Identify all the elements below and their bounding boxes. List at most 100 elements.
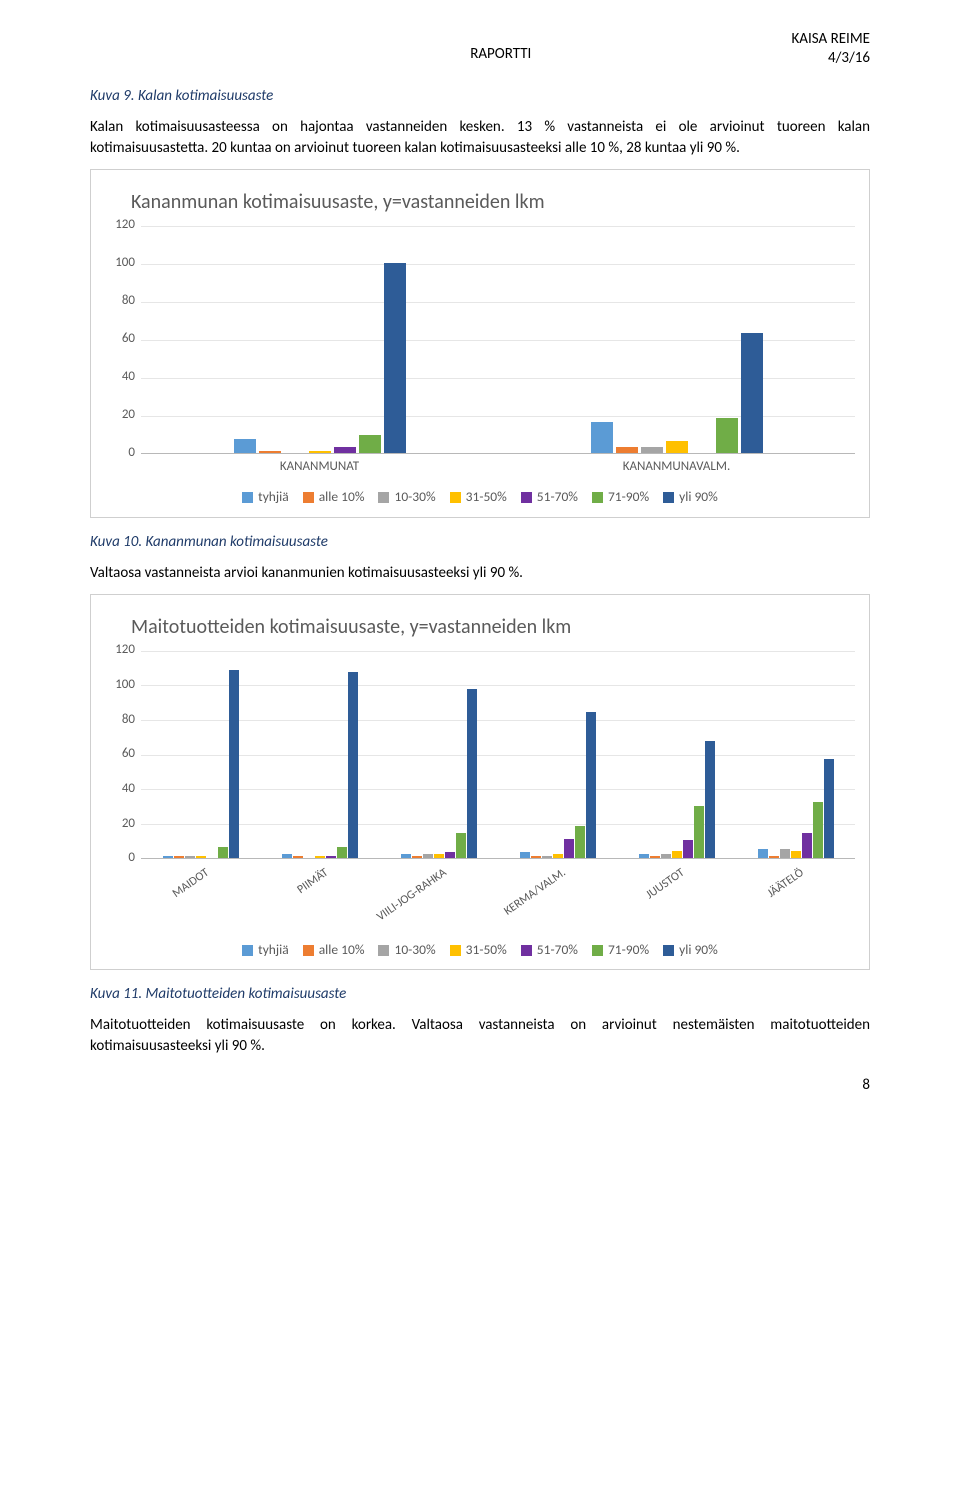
y-tick: 100 [115, 676, 135, 694]
y-tick: 0 [128, 444, 135, 462]
y-tick: 80 [122, 292, 135, 310]
chart1-plot-area [141, 226, 855, 454]
bar [259, 451, 281, 453]
page-number: 8 [90, 1075, 870, 1096]
bar [293, 856, 303, 858]
bar [591, 422, 613, 452]
bar [456, 833, 466, 857]
legend-label: alle 10% [319, 488, 365, 507]
bar [639, 854, 649, 857]
x-label: KANANMUNAT [141, 458, 498, 476]
bar [423, 854, 433, 857]
legend-item: 71-90% [592, 941, 649, 960]
legend-label: 10-30% [394, 488, 435, 507]
legend-swatch [521, 492, 532, 503]
chart2-legend: tyhjiäalle 10%10-30%31-50%51-70%71-90%yl… [105, 941, 855, 960]
legend-label: tyhjiä [258, 488, 289, 507]
bar [616, 447, 638, 453]
legend-swatch [242, 945, 253, 956]
y-tick: 100 [115, 254, 135, 272]
y-tick: 60 [122, 330, 135, 348]
y-tick: 60 [122, 745, 135, 763]
x-label: MAIDOT [141, 859, 260, 929]
bar [229, 670, 239, 857]
chart1-y-axis: 020406080100120 [105, 226, 141, 454]
bar [234, 439, 256, 452]
legend-item: 31-50% [450, 941, 507, 960]
legend-item: 51-70% [521, 488, 578, 507]
bar-group [260, 651, 379, 858]
legend-swatch [663, 492, 674, 503]
bar [683, 840, 693, 857]
bar-group [141, 651, 260, 858]
page-header: RAPORTTI KAISA REIME 4/3/16 [90, 30, 870, 68]
bar [716, 418, 738, 452]
chart1-bar-groups [141, 226, 855, 453]
y-tick: 80 [122, 711, 135, 729]
y-tick: 40 [122, 368, 135, 386]
chart-maitotuotteet: Maitotuotteiden kotimaisuusaste, y=vasta… [90, 594, 870, 971]
bar [412, 856, 422, 858]
bar [694, 806, 704, 858]
legend-swatch [378, 945, 389, 956]
bar-group [736, 651, 855, 858]
bar [802, 833, 812, 857]
y-tick: 0 [128, 849, 135, 867]
legend-label: yli 90% [679, 488, 718, 507]
legend-label: 71-90% [608, 488, 649, 507]
y-tick: 40 [122, 780, 135, 798]
bar [586, 712, 596, 858]
bar-group [498, 226, 855, 453]
chart-kananmunan: Kananmunan kotimaisuusaste, y=vastanneid… [90, 169, 870, 518]
x-label: KANANMUNAVALM. [498, 458, 855, 476]
bar [553, 854, 563, 857]
bar [780, 849, 790, 858]
legend-swatch [303, 492, 314, 503]
legend-label: 51-70% [537, 941, 578, 960]
figure-caption-9: Kuva 9. Kalan kotimaisuusaste [90, 86, 870, 107]
legend-item: alle 10% [303, 941, 365, 960]
chart2-title: Maitotuotteiden kotimaisuusaste, y=vasta… [131, 613, 855, 641]
legend-swatch [592, 492, 603, 503]
bar [337, 847, 347, 857]
legend-label: alle 10% [319, 941, 365, 960]
legend-label: 71-90% [608, 941, 649, 960]
bar [467, 689, 477, 857]
x-label: JUUSTOT [617, 859, 736, 929]
bar-group [379, 651, 498, 858]
bar [666, 441, 688, 452]
bar [196, 856, 206, 858]
y-tick: 120 [115, 216, 135, 234]
bar [326, 856, 336, 858]
bar [741, 333, 763, 453]
legend-label: tyhjiä [258, 941, 289, 960]
legend-label: 31-50% [466, 941, 507, 960]
legend-swatch [663, 945, 674, 956]
legend-item: 51-70% [521, 941, 578, 960]
x-label: KERMA/VALM. [498, 859, 617, 929]
legend-swatch [450, 945, 461, 956]
x-label-text: JUUSTOT [643, 865, 688, 904]
bar [531, 856, 541, 858]
legend-item: tyhjiä [242, 941, 289, 960]
paragraph-1: Kalan kotimaisuusasteessa on hajontaa va… [90, 117, 870, 159]
paragraph-3: Maitotuotteiden kotimaisuusaste on korke… [90, 1015, 870, 1057]
page: RAPORTTI KAISA REIME 4/3/16 Kuva 9. Kala… [0, 0, 960, 1116]
header-author: KAISA REIME [791, 30, 870, 49]
figure-caption-10: Kuva 10. Kananmunan kotimaisuusaste [90, 532, 870, 553]
chart1-legend: tyhjiäalle 10%10-30%31-50%51-70%71-90%yl… [105, 488, 855, 507]
bar [641, 447, 663, 453]
bar [705, 741, 715, 857]
legend-swatch [521, 945, 532, 956]
legend-item: yli 90% [663, 488, 718, 507]
chart2-bar-groups [141, 651, 855, 858]
bar [185, 856, 195, 858]
bar [315, 856, 325, 858]
bar [661, 854, 671, 857]
x-label-text: PIIMÄT [294, 865, 332, 898]
chart1-x-labels: KANANMUNATKANANMUNAVALM. [141, 458, 855, 476]
x-label-text: JÄÄTELÖ [764, 865, 807, 902]
legend-item: tyhjiä [242, 488, 289, 507]
bar [650, 856, 660, 858]
x-label-text: MAIDOT [169, 865, 212, 902]
